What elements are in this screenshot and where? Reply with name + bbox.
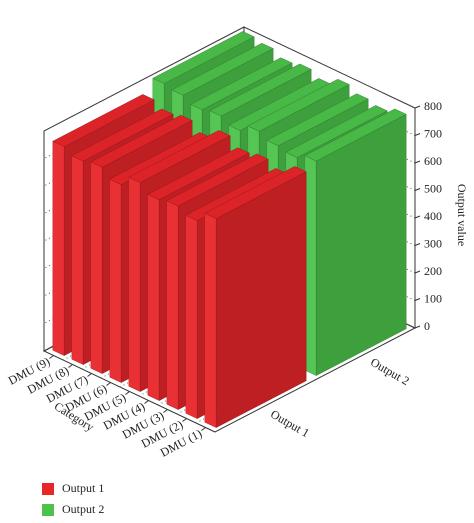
y-tick: [414, 298, 421, 301]
bar-side: [52, 140, 65, 356]
y-tick: [414, 160, 421, 164]
x-tick: [49, 355, 54, 359]
x-tick: [106, 382, 111, 386]
bar-top: [152, 31, 255, 84]
x-tick: [68, 364, 73, 368]
bar-side: [166, 200, 179, 410]
bar-side: [90, 161, 103, 374]
bar-top: [128, 130, 231, 183]
series-label: Output 1: [268, 407, 312, 440]
x-tick: [201, 427, 206, 431]
y-tick-label: 200: [424, 264, 442, 278]
y-tick-label: 700: [424, 126, 442, 140]
legend-swatch: [42, 483, 54, 495]
bar-side: [128, 176, 141, 392]
bar-top: [190, 57, 293, 111]
bar-side: [109, 178, 122, 383]
bar-top: [204, 166, 307, 219]
y-axis-title: Output value: [455, 184, 469, 246]
legend-label: Output 1: [62, 481, 104, 495]
y-tick: [414, 105, 421, 109]
bar-top: [147, 147, 250, 201]
bar-top: [285, 105, 388, 158]
bar-top: [52, 94, 155, 147]
x-tick: [182, 418, 187, 422]
x-tick: [125, 391, 130, 395]
bar-side: [304, 155, 317, 376]
bar-top: [209, 63, 312, 117]
series-label: Output 2: [368, 355, 412, 388]
y-tick-label: 600: [424, 154, 442, 168]
bar-side: [147, 194, 160, 401]
bar-top: [71, 108, 174, 162]
legend-swatch: [42, 504, 54, 516]
x-tick: [87, 373, 92, 377]
y-tick: [414, 133, 421, 136]
bar-top: [266, 93, 369, 147]
bar-top: [304, 108, 407, 162]
bar-side: [71, 155, 84, 365]
bar-top: [247, 78, 350, 132]
y-tick-label: 100: [424, 291, 442, 305]
x-tick: [163, 409, 168, 413]
y-tick-label: 300: [424, 236, 442, 250]
y-tick-label: 400: [424, 209, 442, 223]
bar-top: [166, 153, 269, 207]
x-tick: [144, 400, 149, 404]
y-tick: [414, 215, 421, 219]
y-tick-label: 0: [424, 319, 430, 333]
bar-top: [171, 42, 274, 96]
y-tick: [414, 270, 421, 274]
y-tick-label: 500: [424, 181, 442, 195]
y-tick: [414, 325, 421, 329]
bar-side: [185, 214, 198, 419]
legend-label: Output 2: [62, 502, 104, 516]
y-tick: [414, 243, 421, 246]
y-tick: [414, 188, 421, 191]
bar-side: [204, 212, 217, 428]
y-tick-label: 800: [424, 99, 442, 113]
bar-top: [90, 114, 193, 168]
